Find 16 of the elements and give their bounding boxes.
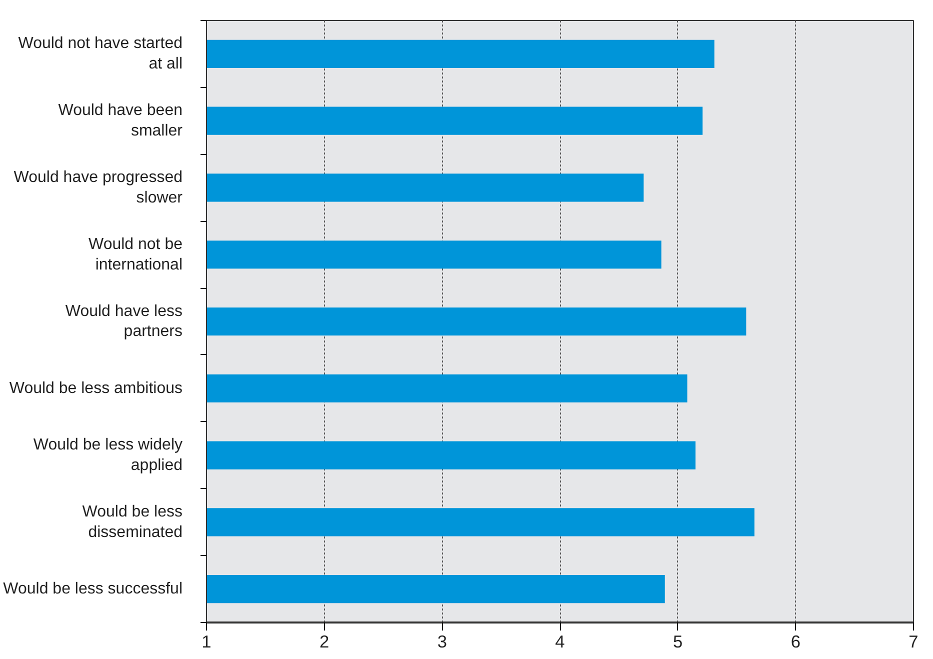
x-tick-label: 1 [202, 632, 212, 652]
x-tick-label: 6 [790, 632, 800, 652]
x-tick-label: 7 [908, 632, 918, 652]
y-tick-label: Would not have started at all [18, 35, 182, 73]
x-tick-label: 4 [555, 632, 566, 652]
y-tick-label: Would have progressed slower [14, 169, 184, 206]
y-tick-label: Would have less partners [65, 302, 183, 340]
x-tick-label: 5 [673, 632, 683, 652]
y-tick-label: Would be less successful [3, 580, 182, 598]
y-tick-label: Would be less disseminated [82, 503, 183, 541]
y-tick-label: Would be less ambitious [9, 380, 182, 397]
y-tick-label: Would not be international [88, 236, 183, 274]
x-tick-label: 2 [320, 632, 330, 652]
y-tick-label: Would have been smaller [58, 102, 184, 140]
y-tick-label: Would be less widely applied [33, 436, 183, 474]
x-tick-label: 3 [437, 632, 447, 652]
